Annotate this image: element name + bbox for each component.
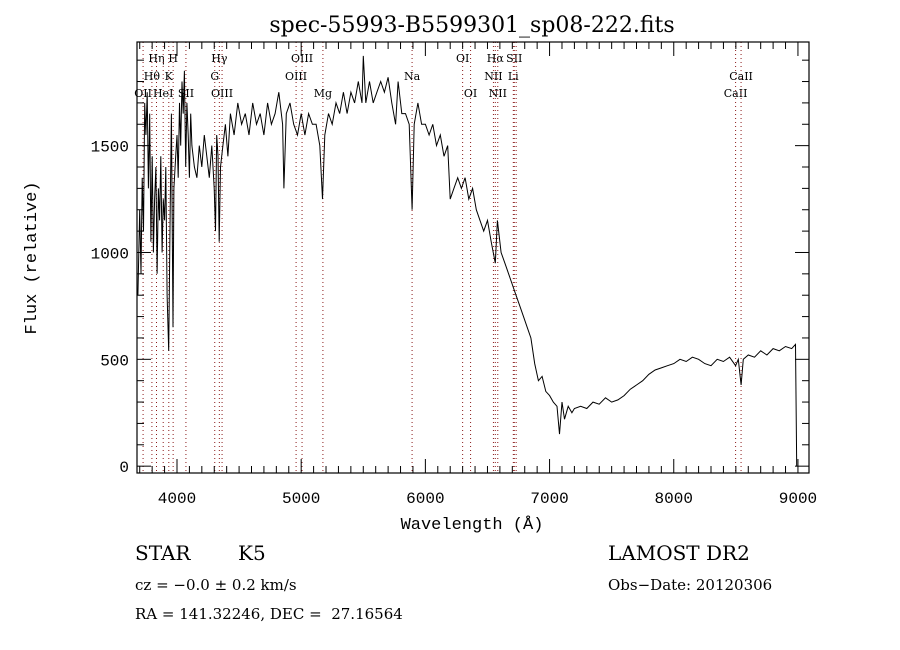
x-tick-label: 7000 bbox=[530, 490, 568, 508]
redshift-text: cz = −0.0 ± 0.2 km/s bbox=[135, 576, 297, 594]
line-marker-label: OIII bbox=[285, 70, 307, 83]
line-marker-label: Hθ bbox=[144, 70, 161, 83]
x-axis-label: Wavelength (Å) bbox=[401, 516, 544, 535]
line-marker-label: NII bbox=[489, 87, 507, 100]
line-marker-label: CaII bbox=[729, 70, 753, 83]
y-axis-label: Flux (relative) bbox=[23, 181, 42, 334]
line-marker-label: HeI bbox=[153, 87, 173, 100]
line-marker-label: Hγ bbox=[211, 52, 228, 65]
object-class: STAR bbox=[135, 541, 191, 565]
line-marker-label: G bbox=[210, 70, 219, 83]
line-marker-label: CaII bbox=[724, 87, 748, 100]
line-marker-label: Li bbox=[508, 70, 519, 83]
y-tick-label: 1500 bbox=[91, 139, 129, 157]
y-tick-labels: 0 500 1000 1500 bbox=[91, 139, 129, 478]
x-tick-label: 9000 bbox=[779, 490, 817, 508]
line-marker-label: Mg bbox=[314, 87, 332, 100]
y-tick-label: 0 bbox=[119, 459, 129, 477]
line-marker-label: SII bbox=[506, 52, 522, 65]
spectrum-line bbox=[137, 55, 798, 467]
line-marker-label: Na bbox=[404, 70, 421, 83]
line-marker-label: Hη bbox=[148, 52, 164, 65]
x-tick-label: 8000 bbox=[655, 490, 693, 508]
x-tick-label: 4000 bbox=[158, 490, 196, 508]
plot-frame bbox=[136, 41, 810, 474]
line-marker-label: OI bbox=[464, 87, 477, 100]
line-marker-label: OI bbox=[456, 52, 469, 65]
line-marker-label: OIII bbox=[211, 87, 233, 100]
line-marker-label: H bbox=[168, 52, 178, 65]
x-tick-labels: 4000 5000 6000 7000 8000 9000 bbox=[158, 490, 817, 508]
coordinates: RA = 141.32246, DEC = 27.16564 bbox=[135, 605, 403, 623]
line-marker-label: Hα bbox=[487, 52, 505, 65]
survey-label: LAMOST DR2 bbox=[608, 541, 750, 565]
subclass: K5 bbox=[238, 541, 266, 565]
y-tick-label: 500 bbox=[100, 352, 129, 370]
line-marker-label: SII bbox=[178, 87, 194, 100]
obs-date: Obs−Date: 20120306 bbox=[608, 576, 772, 594]
line-markers: OIIHθHηHeIKHSIIGHγOIIIOIIIOIIIMgNaOIOINI… bbox=[134, 42, 753, 473]
x-tick-label: 6000 bbox=[406, 490, 444, 508]
x-tick-label: 5000 bbox=[282, 490, 320, 508]
chart-title: spec-55993-B5599301_sp08-222.fits bbox=[269, 13, 674, 38]
line-marker-label: NII bbox=[484, 70, 502, 83]
y-tick-label: 1000 bbox=[91, 245, 129, 263]
line-marker-label: OIII bbox=[291, 52, 313, 65]
line-marker-label: K bbox=[165, 70, 174, 83]
